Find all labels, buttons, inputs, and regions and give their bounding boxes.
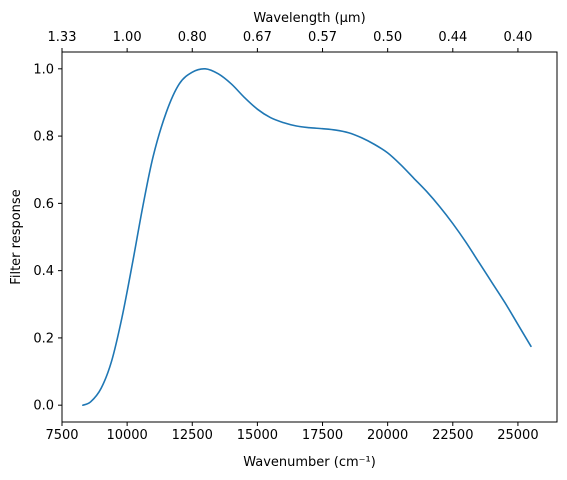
x-tick-label: 17500: [302, 428, 343, 443]
top-tick-label: 0.57: [308, 30, 337, 45]
top-axis-label: Wavelength (μm): [253, 11, 365, 26]
top-tick-label: 0.67: [243, 30, 272, 45]
top-tick-label: 0.50: [373, 30, 402, 45]
y-tick-label: 1.0: [33, 62, 54, 77]
x-tick-label: 20000: [367, 428, 408, 443]
x-tick-label: 25000: [497, 428, 538, 443]
y-tick-label: 0.0: [33, 399, 54, 414]
plot-frame: [61, 51, 558, 423]
y-tick-label: 0.6: [33, 197, 54, 212]
y-axis-label: Filter response: [9, 189, 24, 284]
series-layer: [82, 67, 532, 406]
filter-response-line: [82, 67, 532, 406]
x-axis-label: Wavenumber (cm⁻¹): [243, 455, 376, 470]
top-tick-label: 0.80: [178, 30, 207, 45]
x-tick-label: 22500: [432, 428, 473, 443]
y-tick-label: 0.4: [33, 264, 54, 279]
y-tick-label: 0.2: [33, 331, 54, 346]
x-tick-label: 10000: [106, 428, 147, 443]
plot-area: [62, 52, 557, 422]
ticks-layer: 7500 10000 12500 15000 17500 20000 22500 25000 0…: [33, 30, 538, 443]
top-tick-label: 1.33: [48, 30, 77, 45]
x-tick-label: 12500: [172, 428, 213, 443]
x-tick-label: 7500: [45, 428, 78, 443]
y-tick-label: 0.8: [33, 130, 54, 145]
top-tick-label: 1.00: [113, 30, 142, 45]
top-tick-label: 0.40: [503, 30, 532, 45]
x-tick-label: 15000: [237, 428, 278, 443]
top-tick-label: 0.44: [438, 30, 467, 45]
